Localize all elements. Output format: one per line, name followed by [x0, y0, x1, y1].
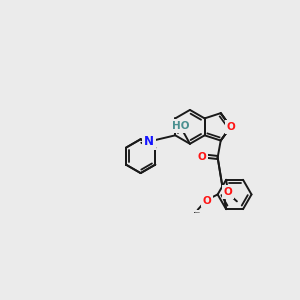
Text: O: O [197, 152, 206, 162]
Text: O: O [226, 122, 235, 132]
Text: methoxy: methoxy [194, 212, 201, 213]
Text: O: O [202, 196, 211, 206]
Text: N: N [144, 135, 154, 148]
Text: O: O [223, 187, 232, 197]
Text: O: O [226, 122, 235, 132]
Text: O: O [223, 187, 232, 197]
Text: N: N [144, 135, 154, 148]
Text: O: O [226, 122, 235, 132]
Text: HO: HO [172, 121, 190, 131]
Text: HO: HO [172, 121, 190, 131]
Text: O: O [226, 122, 235, 132]
Text: O: O [202, 196, 211, 206]
Text: N: N [144, 135, 154, 148]
Text: O: O [197, 152, 206, 162]
